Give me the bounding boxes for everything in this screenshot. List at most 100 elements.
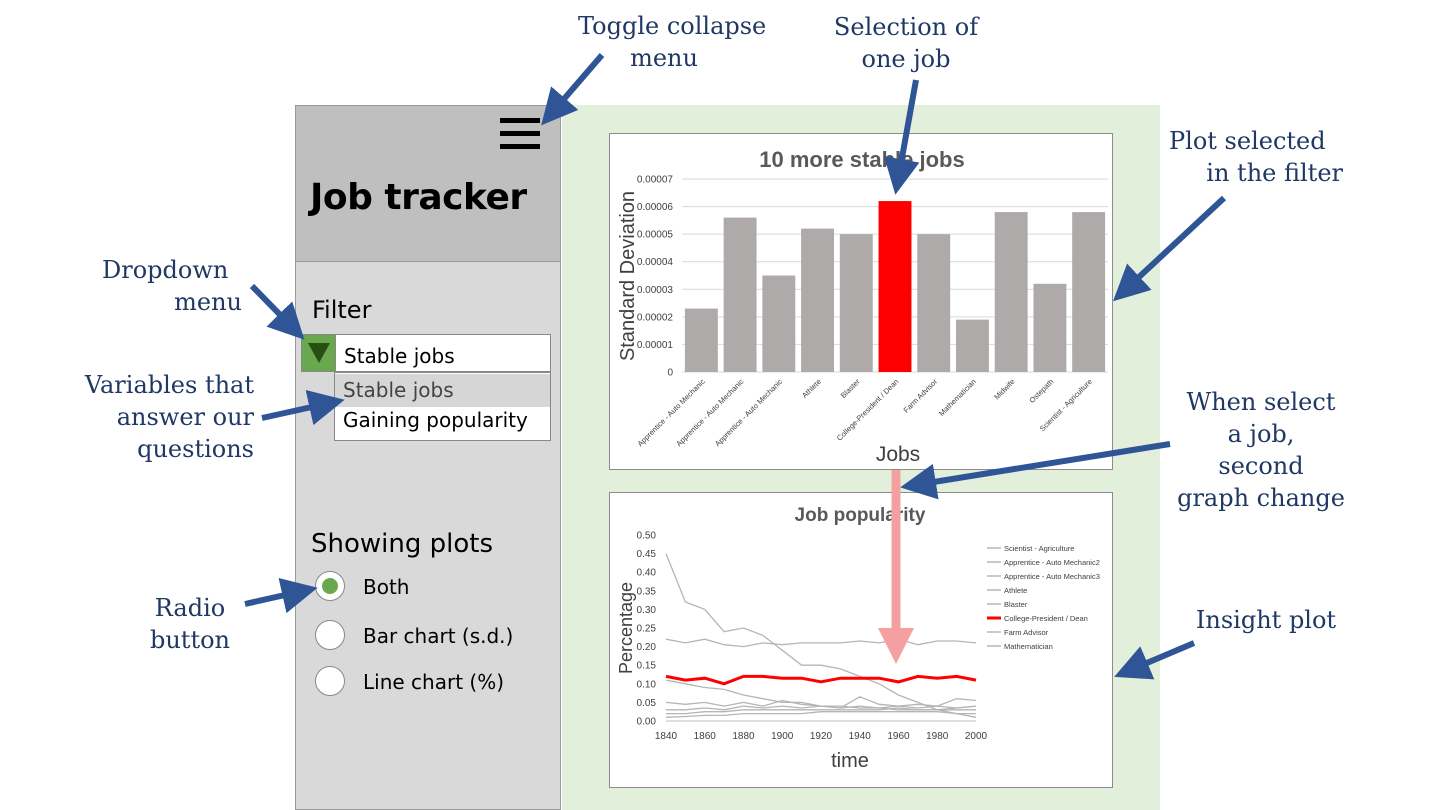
bar	[684, 308, 718, 372]
radio-label-bar-chart: Bar chart (s.d.)	[363, 624, 514, 648]
annotation-toggle: Toggle collapse menu	[578, 10, 767, 74]
annotation-when-select-line3: second	[1218, 452, 1304, 480]
legend-label: Apprentice - Auto Mechanic3	[1004, 572, 1100, 581]
annotation-toggle-line2: menu	[630, 44, 698, 72]
bar-chart-title: 10 more stable jobs	[759, 147, 964, 172]
arrow-plot-selected	[1113, 195, 1227, 302]
arrow-when-select	[900, 441, 1171, 500]
bar-y-tick-label: 0.00006	[637, 202, 674, 213]
filter-label: Filter	[312, 296, 372, 324]
annotation-toggle-line1: Toggle collapse	[578, 12, 767, 40]
arrow-radio	[244, 578, 318, 614]
app-title: Job tracker	[310, 177, 527, 218]
dropdown-triangle-icon	[308, 343, 330, 363]
line-y-tick-label: 0.50	[637, 531, 657, 542]
arrow-insight	[1114, 640, 1196, 680]
annotation-variables: Variables that answer our questions	[62, 369, 254, 465]
bar-chart: 10 more stable jobs 0 0.00001 0.00002 0.0000…	[617, 147, 1108, 466]
bar-y-tick-label: 0.00005	[637, 230, 674, 241]
line-y-tick-label: 0.15	[637, 661, 657, 672]
line-x-tick-label: 1900	[771, 731, 794, 742]
sidebar: Job tracker Filter Stable jobs Stable jo…	[295, 105, 561, 810]
annotation-when-select-line1: When select	[1186, 388, 1336, 416]
showing-plots-label: Showing plots	[311, 529, 493, 559]
legend-label: Mathematician	[1004, 642, 1053, 651]
radio-both[interactable]: Both	[315, 571, 545, 603]
line-y-tick-label: 0.35	[637, 586, 657, 597]
annotation-selection-line2: one job	[861, 45, 951, 73]
bar-y-tick-label: 0	[667, 368, 673, 379]
line-series-college-president-dean	[665, 674, 977, 686]
dropdown-option-stable-jobs[interactable]: Stable jobs	[335, 374, 550, 407]
annotation-plot-selected: Plot selected in the filter	[1163, 125, 1343, 189]
annotation-dropdown-line2: menu	[174, 288, 242, 316]
line-y-tick-label: 0.20	[637, 642, 657, 653]
line-x-tick-label: 1920	[810, 731, 833, 742]
annotation-insight: Insight plot	[1186, 604, 1346, 636]
annotation-selection-line1: Selection of	[833, 13, 979, 41]
annotation-plot-selected-line1: Plot selected	[1169, 127, 1326, 155]
radio-label-line-chart: Line chart (%)	[363, 670, 504, 694]
bar	[762, 275, 796, 372]
line-y-tick-label: 0.25	[637, 624, 657, 635]
line-y-tick-label: 0.10	[637, 679, 657, 690]
bar-chart-panel: 10 more stable jobs 0 0.00001 0.00002 0.0000…	[609, 133, 1113, 470]
radio-button-line-chart[interactable]	[315, 666, 345, 696]
line-x-tick-label: 1880	[732, 731, 755, 742]
annotation-when-select-line4: graph change	[1177, 484, 1345, 512]
line-x-tick-label: 1980	[926, 731, 949, 742]
line-series-apprentice-auto-mechanic2	[665, 638, 977, 648]
bar	[1033, 283, 1067, 372]
hamburger-icon[interactable]	[500, 118, 540, 152]
line-x-tick-label: 2000	[965, 731, 988, 742]
radio-label-both: Both	[363, 575, 410, 599]
line-y-tick-label: 0.40	[637, 568, 657, 579]
bar	[955, 319, 989, 372]
radio-bar-chart[interactable]: Bar chart (s.d.)	[315, 620, 545, 652]
bar-y-tick-label: 0.00003	[637, 285, 674, 296]
line-x-tick-label: 1860	[694, 731, 717, 742]
annotation-dropdown: Dropdown menu	[102, 254, 250, 318]
bar-highlighted	[878, 201, 912, 372]
bar	[917, 234, 951, 372]
legend-label: Blaster	[1004, 600, 1028, 609]
arrow-selection	[884, 79, 920, 195]
legend-label: Athlete	[1004, 586, 1027, 595]
bar-y-tick-label: 0.00004	[637, 257, 674, 268]
line-x-tick-label: 1840	[655, 731, 678, 742]
radio-button-bar-chart[interactable]	[315, 620, 345, 650]
bar	[801, 228, 835, 372]
radio-line-chart[interactable]: Line chart (%)	[315, 666, 545, 698]
bar	[994, 212, 1028, 372]
bar	[1072, 212, 1106, 372]
annotation-radio-line1: Radio	[154, 594, 226, 622]
line-series-blaster	[666, 705, 977, 715]
bar	[723, 217, 757, 372]
legend-label: Apprentice - Auto Mechanic2	[1004, 558, 1100, 567]
annotation-variables-line2: answer our	[116, 403, 254, 431]
line-x-axis-label: time	[831, 750, 869, 772]
arrow-dropdown	[249, 283, 305, 340]
bar-y-tick-label: 0.00002	[637, 312, 674, 323]
dropdown-option-gaining-popularity[interactable]: Gaining popularity	[343, 408, 528, 432]
line-chart-panel: Job popularity 0.00 0.05 0.10 0.15 0.20 0.25 0.…	[609, 492, 1113, 788]
annotation-when-select-line2: a job,	[1227, 420, 1295, 448]
arrow-variables	[261, 389, 345, 426]
dropdown-toggle-button[interactable]	[302, 335, 336, 371]
bar-y-tick-label: 0.00007	[637, 175, 674, 186]
line-y-tick-label: 0.05	[637, 698, 657, 709]
line-series-mathematician	[665, 711, 976, 718]
bar-y-axis-label: Standard Deviation	[617, 191, 639, 361]
line-x-tick-label: 1960	[887, 731, 910, 742]
legend-label: Scientist - Agriculture	[1004, 544, 1074, 553]
bar	[839, 234, 873, 372]
filter-dropdown[interactable]: Stable jobs	[301, 334, 551, 372]
legend-label: Farm Advisor	[1004, 628, 1049, 637]
arrow-toggle	[541, 53, 605, 126]
annotation-variables-line3: questions	[137, 435, 254, 463]
annotation-when-select: When select a job, second graph change	[1170, 386, 1352, 514]
line-y-tick-label: 0.00	[637, 717, 657, 728]
line-y-axis-label: Percentage	[616, 582, 636, 674]
line-x-tick-label: 1940	[849, 731, 872, 742]
